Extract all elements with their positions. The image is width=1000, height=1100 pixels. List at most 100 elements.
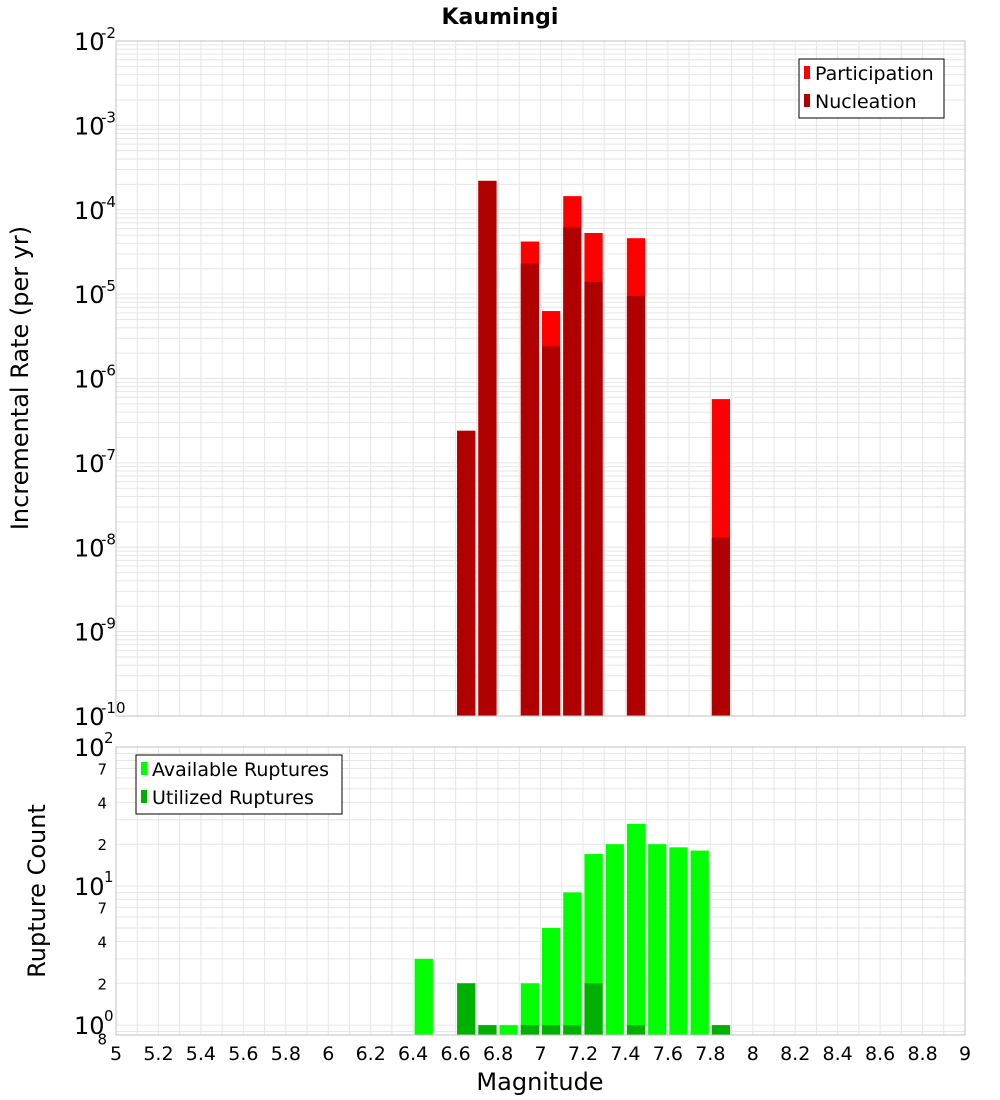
x-axis-title: Magnitude <box>476 1068 603 1096</box>
y-tick-label: 10 <box>74 197 105 225</box>
x-tick-label: 7.2 <box>568 1043 598 1065</box>
legend: Participation Nucleation <box>798 58 945 119</box>
y-tick-label: 4 <box>97 794 107 812</box>
x-tick-label: 6 <box>322 1043 334 1065</box>
available-bar <box>605 844 624 1035</box>
y-tick-exponent: -5 <box>101 277 116 295</box>
y-tick-label: 2 <box>97 975 107 993</box>
y-tick-exponent: -2 <box>101 24 116 42</box>
legend-swatch <box>804 94 810 107</box>
y-tick-exponent: -10 <box>101 699 126 717</box>
x-tick-label: 8.2 <box>780 1043 810 1065</box>
y-tick-label: 8 <box>97 1031 107 1049</box>
y-tick-label: 10 <box>74 534 105 562</box>
x-tick-label: 5.8 <box>271 1043 301 1065</box>
x-tick-label: 6.6 <box>440 1043 470 1065</box>
legend-label: Available Ruptures <box>152 759 329 781</box>
x-tick-label: 7.6 <box>653 1043 683 1065</box>
y-axis-title-count: Rupture Count <box>23 804 51 978</box>
available-bar <box>542 927 561 1035</box>
x-tick-label: 5 <box>110 1043 122 1065</box>
utilized-bar <box>563 1025 582 1035</box>
legend-swatch <box>804 66 810 79</box>
y-tick-label: 10 <box>74 734 105 762</box>
y-tick-label: 2 <box>97 836 107 854</box>
y-tick-label: 10 <box>74 450 105 478</box>
legend-box <box>135 754 343 815</box>
y-tick-label: 4 <box>97 933 107 951</box>
utilized-bar <box>542 1025 561 1035</box>
y-tick-exponent: -7 <box>101 446 116 464</box>
legend: Available Ruptures Utilized Ruptures <box>135 754 343 815</box>
x-tick-label: 8.4 <box>823 1043 853 1065</box>
y-tick-label: 7 <box>97 900 107 918</box>
nucleation-bar <box>563 227 582 716</box>
nucleation-bar <box>457 430 476 716</box>
legend-label: Utilized Ruptures <box>152 787 314 809</box>
y-tick-label: 10 <box>74 281 105 309</box>
utilized-bar <box>520 1025 539 1035</box>
available-bar <box>499 1025 518 1035</box>
x-axis-ticks: 5 5.2 5.4 5.6 5.8 6 6.2 6.4 6.6 6.8 7 7.2 7.4 7.6 7.8 8… <box>110 1043 971 1065</box>
utilized-bar <box>711 1025 731 1035</box>
y-tick-exponent: -4 <box>101 193 116 211</box>
available-bar <box>563 892 582 1035</box>
y-tick-label: 10 <box>74 366 105 394</box>
x-tick-label: 6.8 <box>483 1043 513 1065</box>
nucleation-bar <box>626 296 646 716</box>
y-tick-exponent: -3 <box>101 108 116 126</box>
utilized-bar <box>626 1025 646 1035</box>
x-tick-label: 6.4 <box>398 1043 428 1065</box>
x-tick-label: 8.8 <box>907 1043 937 1065</box>
legend-label: Participation <box>815 63 934 85</box>
utilized-bar <box>457 983 476 1035</box>
y-tick-exponent: 1 <box>104 868 114 886</box>
nucleation-bar <box>584 281 603 716</box>
available-bar <box>626 823 646 1035</box>
x-tick-label: 5.6 <box>228 1043 258 1065</box>
y-axis-title-rate: Incremental Rate (per yr) <box>6 226 34 530</box>
rate-panel: ParticipationNucleation10-210-310-410-51… <box>74 24 966 731</box>
y-tick-label: 10 <box>74 112 105 140</box>
legend-swatch <box>141 762 147 775</box>
y-tick-label: 10 <box>74 619 105 647</box>
x-tick-label: 6.2 <box>356 1043 386 1065</box>
y-tick-label: 7 <box>97 761 107 779</box>
x-tick-label: 7.4 <box>610 1043 640 1065</box>
legend-swatch <box>141 790 147 803</box>
nucleation-bar <box>478 180 497 716</box>
y-tick-exponent: -6 <box>101 362 116 380</box>
utilized-bar <box>478 1025 497 1035</box>
available-bar <box>669 847 688 1035</box>
nucleation-bar <box>711 537 731 716</box>
utilized-bar <box>584 983 603 1035</box>
x-tick-label: 5.4 <box>186 1043 216 1065</box>
y-tick-label: 10 <box>74 28 105 56</box>
x-tick-label: 5.2 <box>143 1043 173 1065</box>
chart-title: Kaumingi <box>442 5 559 30</box>
y-tick-exponent: 2 <box>104 729 114 747</box>
y-tick-label: 10 <box>74 1012 105 1040</box>
available-bar <box>414 958 433 1035</box>
available-bar <box>520 983 539 1035</box>
available-bar <box>648 844 667 1035</box>
plot-frame <box>115 746 966 1036</box>
x-tick-label: 7.8 <box>695 1043 725 1065</box>
plot-frame <box>115 40 966 717</box>
legend-box <box>798 58 945 119</box>
available-bar <box>690 850 709 1035</box>
y-tick-label: 10 <box>74 703 105 731</box>
nucleation-bar <box>542 346 561 716</box>
y-tick-exponent: -9 <box>101 615 116 633</box>
y-tick-exponent: -8 <box>101 530 116 548</box>
x-tick-label: 8.6 <box>865 1043 895 1065</box>
nucleation-bar <box>520 263 539 716</box>
y-tick-label: 10 <box>74 873 105 901</box>
y-tick-exponent: 0 <box>104 1007 114 1025</box>
x-tick-label: 8 <box>747 1043 759 1065</box>
legend-label: Nucleation <box>815 91 917 113</box>
x-tick-label: 7 <box>534 1043 546 1065</box>
x-tick-label: 9 <box>959 1043 971 1065</box>
